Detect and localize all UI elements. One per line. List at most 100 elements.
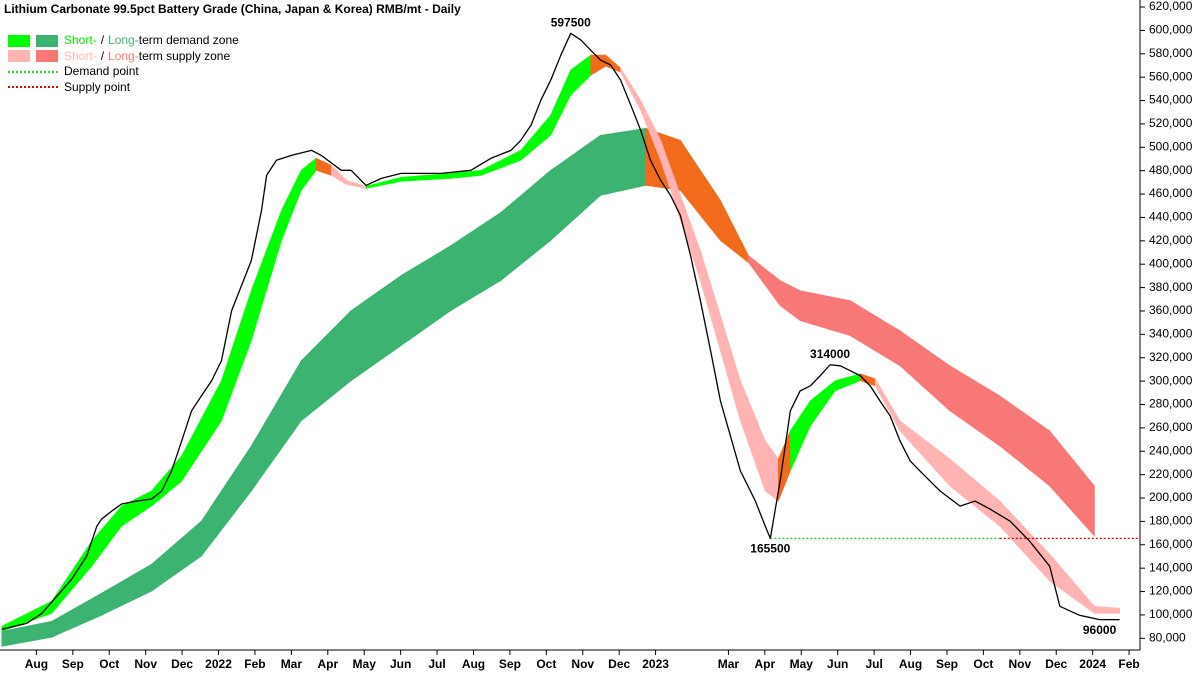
legend-swatch	[8, 34, 30, 47]
zone-segment	[201, 444, 252, 558]
annotation: 597500	[551, 15, 591, 29]
zone-segment	[600, 127, 647, 196]
legend-item: Supply point	[8, 80, 239, 96]
legend-text: term supply zone	[138, 48, 231, 63]
annotation: 96000	[1083, 623, 1117, 637]
y-tick-label: 260,000	[1149, 420, 1193, 434]
zone-segment	[221, 290, 252, 421]
x-tick-label: Mar	[281, 657, 303, 671]
zone-segment	[550, 134, 601, 242]
zone-segment	[500, 169, 551, 282]
y-tick-label: 580,000	[1149, 46, 1193, 60]
x-tick-label: Aug	[899, 657, 922, 671]
x-tick-label: May	[353, 657, 377, 671]
zone-segment	[700, 250, 741, 421]
y-tick-label: 620,000	[1149, 0, 1193, 13]
x-tick-label: Aug	[462, 657, 485, 671]
y-tick-label: 320,000	[1149, 350, 1193, 364]
zone-segment	[251, 359, 302, 492]
zone-segment	[1049, 553, 1095, 614]
zone-segment	[251, 210, 282, 341]
x-tick-label: Nov	[134, 657, 157, 671]
zone-segment	[400, 173, 452, 182]
legend-label: Demand point	[64, 64, 139, 80]
zone-segment	[400, 244, 452, 347]
chart-title: Lithium Carbonate 99.5pct Battery Grade …	[4, 2, 461, 16]
y-tick-label: 120,000	[1149, 584, 1193, 598]
zone-segment	[834, 373, 861, 392]
y-tick-label: 220,000	[1149, 467, 1193, 481]
zone-segment	[790, 399, 811, 472]
annotation: 314000	[810, 347, 850, 361]
legend-swatch	[36, 50, 58, 63]
x-tick-label: Jul	[865, 657, 882, 671]
y-tick-label: 300,000	[1149, 373, 1193, 387]
zone-segment	[999, 395, 1050, 487]
zone-segment	[300, 309, 352, 422]
x-tick-label: Oct	[973, 657, 993, 671]
x-tick-label: Dec	[1045, 657, 1067, 671]
legend-item: Short- / Long-term demand zone	[8, 33, 239, 49]
zone-segment	[450, 211, 502, 312]
zone-segment	[949, 458, 1001, 527]
x-tick-label: 2022	[205, 657, 232, 671]
legend-text: Short-	[64, 33, 97, 47]
legend-item: Short- / Long-term supply zone	[8, 49, 239, 65]
x-tick-label: Nov	[571, 657, 594, 671]
zone-segment	[999, 500, 1050, 582]
x-tick-label: Oct	[99, 657, 119, 671]
y-tick-label: 240,000	[1149, 443, 1193, 457]
x-tick-label: May	[790, 657, 814, 671]
x-tick-label: Feb	[1118, 657, 1139, 671]
zone-segment	[300, 157, 317, 192]
legend-label: Short- / Long-term demand zone	[64, 33, 239, 49]
legend-text: /	[100, 33, 105, 47]
zone-segment	[570, 54, 592, 96]
price-line	[1, 32, 1120, 630]
zone-segment	[849, 300, 901, 367]
x-tick-label: Sep	[62, 657, 84, 671]
y-tick-label: 200,000	[1149, 490, 1193, 504]
zone-segment	[778, 430, 791, 502]
zone-segment	[779, 280, 801, 322]
x-tick-label: Mar	[718, 657, 740, 671]
y-tick-label: 100,000	[1149, 607, 1193, 621]
y-tick-label: 380,000	[1149, 280, 1193, 294]
y-tick-label: 500,000	[1149, 139, 1193, 153]
y-tick-label: 560,000	[1149, 69, 1193, 83]
zone-segment	[949, 365, 1001, 447]
x-tick-label: Sep	[499, 657, 521, 671]
x-tick-label: Dec	[171, 657, 193, 671]
legend: Short- / Long-term demand zone Short- / Long-…	[8, 33, 239, 95]
y-tick-label: 420,000	[1149, 233, 1193, 247]
x-tick-label: Feb	[244, 657, 265, 671]
zone-segment	[550, 70, 572, 136]
zone-segment	[1094, 605, 1120, 614]
y-tick-label: 280,000	[1149, 397, 1193, 411]
x-tick-label: Oct	[536, 657, 556, 671]
y-tick-label: 80,000	[1149, 630, 1186, 644]
zone-segment	[151, 520, 202, 592]
y-tick-label: 600,000	[1149, 23, 1193, 37]
x-tick-label: 2024	[1079, 657, 1106, 671]
legend-text: Short-	[64, 48, 97, 63]
zone-segment	[350, 274, 402, 382]
x-tick-label: Sep	[936, 657, 958, 671]
zone-segment	[520, 114, 551, 161]
zone-segment	[1049, 430, 1095, 537]
legend-line	[8, 86, 58, 89]
y-tick-label: 160,000	[1149, 537, 1193, 551]
y-tick-label: 340,000	[1149, 327, 1193, 341]
x-tick-label: Apr	[317, 657, 338, 671]
y-tick-label: 180,000	[1149, 514, 1193, 528]
legend-text: term demand zone	[138, 33, 239, 47]
zone-segment	[281, 170, 302, 241]
zone-segment	[740, 380, 766, 492]
x-tick-label: Nov	[1008, 657, 1031, 671]
zone-segment	[899, 330, 951, 412]
x-tick-label: Jul	[428, 657, 445, 671]
zone-segment	[121, 490, 152, 527]
legend-text: Supply point	[64, 79, 131, 94]
